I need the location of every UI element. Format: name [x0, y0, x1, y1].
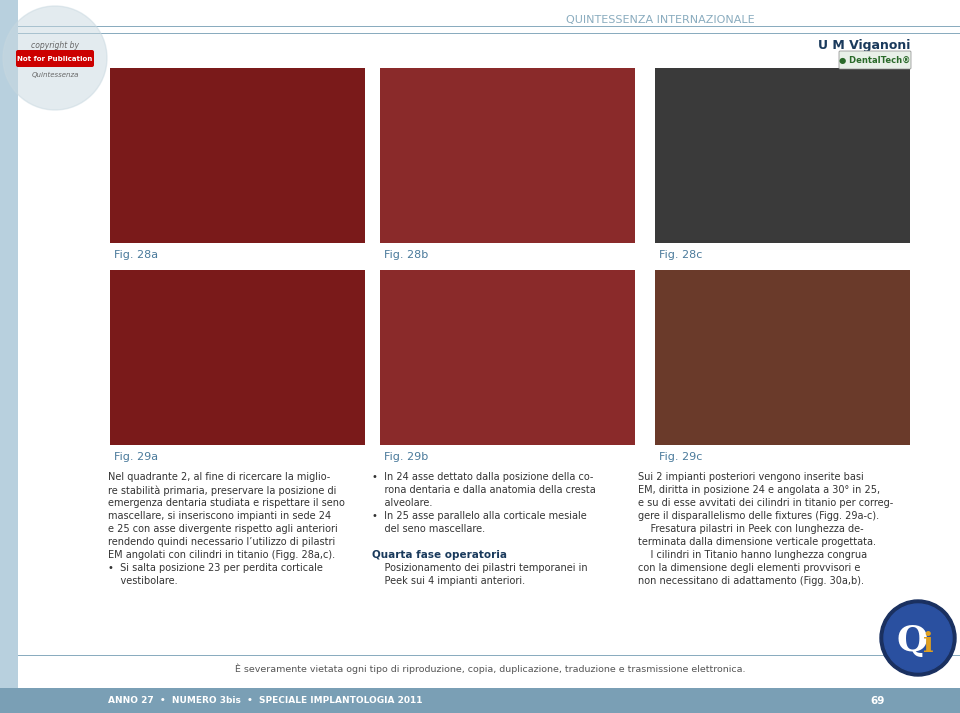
Text: Quarta fase operatoria: Quarta fase operatoria — [372, 550, 507, 560]
Text: Quintessenza: Quintessenza — [32, 72, 79, 78]
Text: con la dimensione degli elementi provvisori e: con la dimensione degli elementi provvis… — [638, 563, 860, 573]
FancyBboxPatch shape — [16, 50, 94, 67]
Text: terminata dalla dimensione verticale progettata.: terminata dalla dimensione verticale pro… — [638, 537, 876, 547]
Bar — [655, 68, 910, 243]
Text: Q: Q — [897, 624, 927, 658]
Text: i: i — [923, 630, 933, 657]
Text: gere il disparallelismo delle fixtures (Figg. 29a-c).: gere il disparallelismo delle fixtures (… — [638, 511, 879, 521]
Bar — [380, 68, 635, 243]
Text: Fig. 29b: Fig. 29b — [384, 452, 428, 462]
Text: Fig. 28a: Fig. 28a — [114, 250, 158, 260]
Text: È severamente vietata ogni tipo di riproduzione, copia, duplicazione, traduzione: È severamente vietata ogni tipo di ripro… — [235, 664, 745, 674]
Text: vestibolare.: vestibolare. — [108, 576, 178, 586]
Text: alveolare.: alveolare. — [372, 498, 432, 508]
Text: copyright by: copyright by — [31, 41, 79, 49]
Text: e 25 con asse divergente rispetto agli anteriori: e 25 con asse divergente rispetto agli a… — [108, 524, 338, 534]
Text: •  In 24 asse dettato dalla posizione della co-: • In 24 asse dettato dalla posizione del… — [372, 472, 593, 482]
Bar — [0, 0, 18, 713]
Text: EM angolati con cilindri in titanio (Figg. 28a,c).: EM angolati con cilindri in titanio (Fig… — [108, 550, 335, 560]
Text: ANNO 27  •  NUMERO 3bis  •  SPECIALE IMPLANTOLOGIA 2011: ANNO 27 • NUMERO 3bis • SPECIALE IMPLANT… — [108, 696, 422, 705]
Text: Posizionamento dei pilastri temporanei in: Posizionamento dei pilastri temporanei i… — [372, 563, 588, 573]
Text: ● DentalTech®: ● DentalTech® — [839, 56, 911, 64]
Bar — [0, 688, 960, 713]
Text: I cilindri in Titanio hanno lunghezza congrua: I cilindri in Titanio hanno lunghezza co… — [638, 550, 867, 560]
Text: non necessitano di adattamento (Figg. 30a,b).: non necessitano di adattamento (Figg. 30… — [638, 576, 864, 586]
Bar — [110, 270, 365, 445]
Circle shape — [880, 600, 956, 676]
Text: Peek sui 4 impianti anteriori.: Peek sui 4 impianti anteriori. — [372, 576, 525, 586]
Bar — [110, 68, 365, 243]
Bar — [655, 270, 910, 445]
Bar — [18, 26, 960, 27]
Text: QUINTESSENZA INTERNAZIONALE: QUINTESSENZA INTERNAZIONALE — [565, 15, 755, 25]
Text: EM, diritta in posizione 24 e angolata a 30° in 25,: EM, diritta in posizione 24 e angolata a… — [638, 485, 880, 495]
Text: Fig. 28c: Fig. 28c — [659, 250, 703, 260]
Circle shape — [884, 604, 952, 672]
Text: emergenza dentaria studiata e rispettare il seno: emergenza dentaria studiata e rispettare… — [108, 498, 345, 508]
Text: mascellare, si inseriscono impianti in sede 24: mascellare, si inseriscono impianti in s… — [108, 511, 331, 521]
Bar — [18, 33, 960, 34]
FancyBboxPatch shape — [839, 51, 911, 69]
Text: Not for Publication: Not for Publication — [17, 56, 92, 62]
Bar — [18, 655, 960, 656]
Text: •  In 25 asse parallelo alla corticale mesiale: • In 25 asse parallelo alla corticale me… — [372, 511, 587, 521]
Text: Fig. 28b: Fig. 28b — [384, 250, 428, 260]
Text: rendendo quindi necessario l’utilizzo di pilastri: rendendo quindi necessario l’utilizzo di… — [108, 537, 335, 547]
Text: 69: 69 — [870, 695, 884, 705]
Text: Fig. 29c: Fig. 29c — [659, 452, 703, 462]
Text: •  Si salta posizione 23 per perdita corticale: • Si salta posizione 23 per perdita cort… — [108, 563, 323, 573]
Text: Sui 2 impianti posteriori vengono inserite basi: Sui 2 impianti posteriori vengono inseri… — [638, 472, 864, 482]
Text: Nel quadrante 2, al fine di ricercare la miglio-: Nel quadrante 2, al fine di ricercare la… — [108, 472, 330, 482]
Bar — [380, 270, 635, 445]
Text: U M Viganoni: U M Viganoni — [818, 39, 910, 51]
Circle shape — [3, 6, 107, 110]
Text: Fresatura pilastri in Peek con lunghezza de-: Fresatura pilastri in Peek con lunghezza… — [638, 524, 864, 534]
Text: Fig. 29a: Fig. 29a — [114, 452, 158, 462]
Text: re stabilità primaria, preservare la posizione di: re stabilità primaria, preservare la pos… — [108, 485, 336, 496]
Text: rona dentaria e dalla anatomia della cresta: rona dentaria e dalla anatomia della cre… — [372, 485, 596, 495]
Text: del seno mascellare.: del seno mascellare. — [372, 524, 485, 534]
Text: e su di esse avvitati dei cilindri in titanio per correg-: e su di esse avvitati dei cilindri in ti… — [638, 498, 893, 508]
